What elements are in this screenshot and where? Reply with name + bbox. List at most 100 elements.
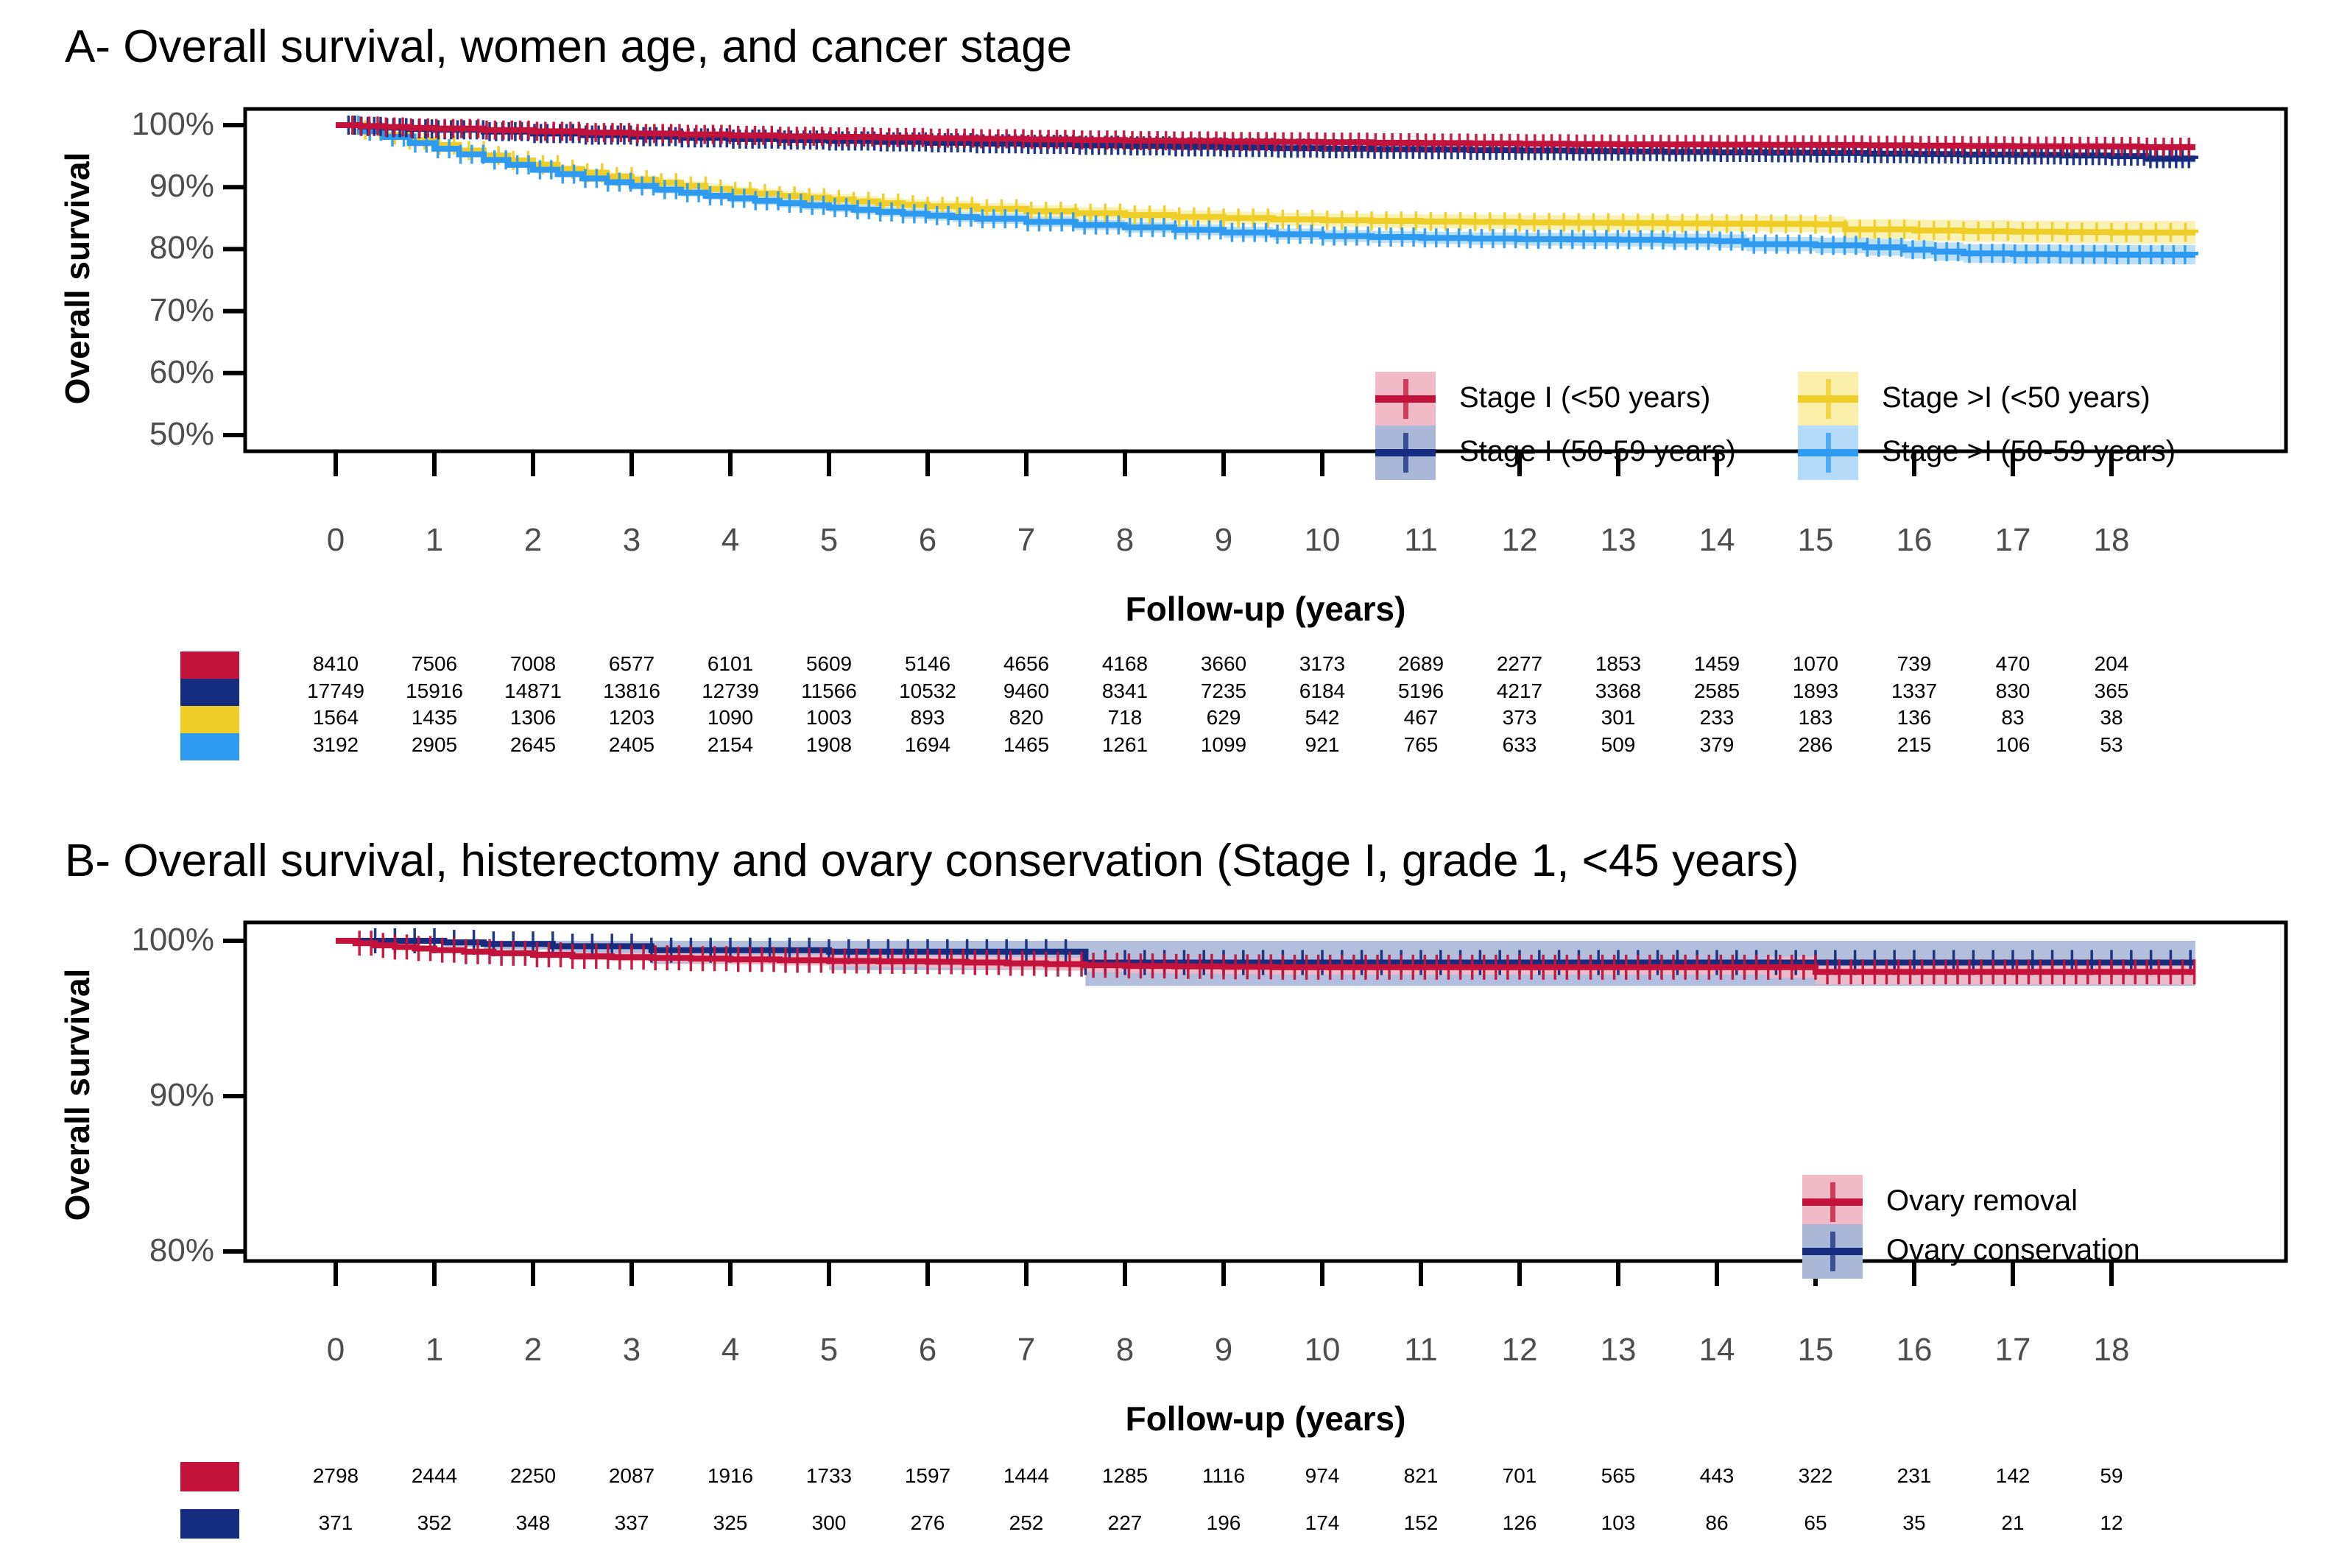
risk-count: 38 <box>2100 706 2123 729</box>
risk-count: 1597 <box>904 1464 951 1487</box>
legend-line-icon <box>1802 1198 1863 1206</box>
risk-count: 4217 <box>1496 679 1543 702</box>
series-stage-i-50-years <box>336 116 2195 157</box>
x-tick-label: 14 <box>1698 522 1735 558</box>
risk-count: 633 <box>1502 733 1537 756</box>
km-line-stage-i-50-years <box>336 122 2198 236</box>
x-tick-label: 14 <box>1698 1332 1735 1368</box>
risk-count: 1003 <box>805 706 853 729</box>
risk-count: 701 <box>1502 1464 1537 1487</box>
legend-line-icon <box>1802 1248 1863 1255</box>
risk-count: 542 <box>1305 706 1340 729</box>
risk-count: 1337 <box>1891 679 1938 702</box>
risk-count: 196 <box>1206 1511 1241 1534</box>
risk-count: 215 <box>1897 733 1932 756</box>
panel-b-plot-border <box>243 920 2288 1263</box>
risk-count: 1916 <box>707 1464 754 1487</box>
risk-count: 21 <box>2001 1511 2025 1534</box>
risk-count: 286 <box>1798 733 1833 756</box>
risk-count: 7235 <box>1200 679 1247 702</box>
risk-count: 1306 <box>509 706 557 729</box>
risk-count: 830 <box>1995 679 2031 702</box>
series-ovary-removal <box>336 930 2196 985</box>
x-tick-label: 5 <box>819 522 839 558</box>
x-tick-label: 3 <box>622 522 641 558</box>
risk-count: 2444 <box>411 1464 458 1487</box>
risk-count: 921 <box>1305 733 1340 756</box>
risk-count: 1908 <box>805 733 853 756</box>
risk-count: 2087 <box>608 1464 655 1487</box>
x-tick-label: 15 <box>1797 1332 1834 1368</box>
risk-count: 6577 <box>608 652 655 675</box>
risk-count: 893 <box>910 706 945 729</box>
legend-key-ovary-conservation <box>1802 1224 1863 1279</box>
km-line-stage-i-50-59-years <box>336 122 2198 258</box>
legend-label-ovary-removal: Ovary removal <box>1886 1184 2078 1217</box>
risk-count: 565 <box>1601 1464 1636 1487</box>
panel-b-series <box>336 928 2196 988</box>
risk-count: 1099 <box>1200 733 1247 756</box>
risk-count: 2689 <box>1397 652 1444 675</box>
panel-a-series <box>336 116 2198 266</box>
x-tick-label: 17 <box>1994 522 2031 558</box>
risk-count: 371 <box>318 1511 353 1534</box>
risk-count: 142 <box>1995 1464 2031 1487</box>
y-tick-label: 90% <box>149 1077 214 1113</box>
x-tick-label: 11 <box>1404 1332 1438 1368</box>
risk-count: 322 <box>1798 1464 1833 1487</box>
risk-table-swatch-stage-i-50-years <box>180 706 239 733</box>
risk-count: 1261 <box>1101 733 1149 756</box>
x-tick-label: 7 <box>1017 1332 1036 1368</box>
risk-count: 2585 <box>1693 679 1740 702</box>
risk-count: 1564 <box>312 706 359 729</box>
risk-count: 233 <box>1699 706 1735 729</box>
x-tick-label: 4 <box>721 1332 740 1368</box>
risk-count: 15916 <box>406 679 463 702</box>
risk-count: 1070 <box>1792 652 1839 675</box>
y-tick-label: 60% <box>149 353 214 390</box>
risk-table-swatch-ovary-conservation <box>180 1509 239 1539</box>
risk-count: 1203 <box>608 706 655 729</box>
x-tick-label: 11 <box>1404 522 1438 558</box>
legend-line-icon <box>1375 449 1436 456</box>
y-tick-label: 90% <box>149 168 214 205</box>
x-tick-label: 6 <box>918 1332 937 1368</box>
risk-count: 1435 <box>411 706 458 729</box>
risk-count: 301 <box>1601 706 1636 729</box>
risk-count: 276 <box>910 1511 945 1534</box>
risk-count: 86 <box>1705 1511 1729 1534</box>
risk-count: 348 <box>515 1511 551 1534</box>
risk-count: 718 <box>1107 706 1143 729</box>
x-tick-label: 16 <box>1896 522 1933 558</box>
x-tick-label: 9 <box>1214 1332 1233 1368</box>
x-tick-label: 12 <box>1501 1332 1538 1368</box>
legend-label-stage-i-50-years: Stage >I (<50 years) <box>1882 381 2151 414</box>
risk-count: 2277 <box>1496 652 1543 675</box>
risk-count: 470 <box>1995 652 2031 675</box>
risk-count: 4168 <box>1101 652 1149 675</box>
x-tick-label: 16 <box>1896 1332 1933 1368</box>
risk-count: 183 <box>1798 706 1833 729</box>
panel-a-plot-border <box>243 107 2288 453</box>
risk-count: 1694 <box>904 733 951 756</box>
risk-count: 11566 <box>801 679 857 702</box>
x-tick-label: 1 <box>425 1332 444 1368</box>
risk-count: 1465 <box>1003 733 1050 756</box>
risk-count: 83 <box>2001 706 2025 729</box>
risk-count: 2250 <box>509 1464 557 1487</box>
x-tick-label: 7 <box>1017 522 1036 558</box>
panel-a-title: A- Overall survival, women age, and canc… <box>65 21 1073 72</box>
risk-count: 1116 <box>1202 1464 1246 1487</box>
risk-count: 300 <box>811 1511 847 1534</box>
risk-count: 6101 <box>707 652 754 675</box>
x-tick-label: 18 <box>2093 1332 2130 1368</box>
legend-label-stage-i-50-years: Stage I (<50 years) <box>1459 381 1711 414</box>
risk-count: 12 <box>2100 1511 2123 1534</box>
risk-count: 53 <box>2100 733 2123 756</box>
risk-table-swatch-stage-i-50-59-years <box>180 679 239 706</box>
risk-count: 2154 <box>707 733 754 756</box>
risk-count: 739 <box>1897 652 1932 675</box>
legend-line-icon <box>1375 395 1436 403</box>
